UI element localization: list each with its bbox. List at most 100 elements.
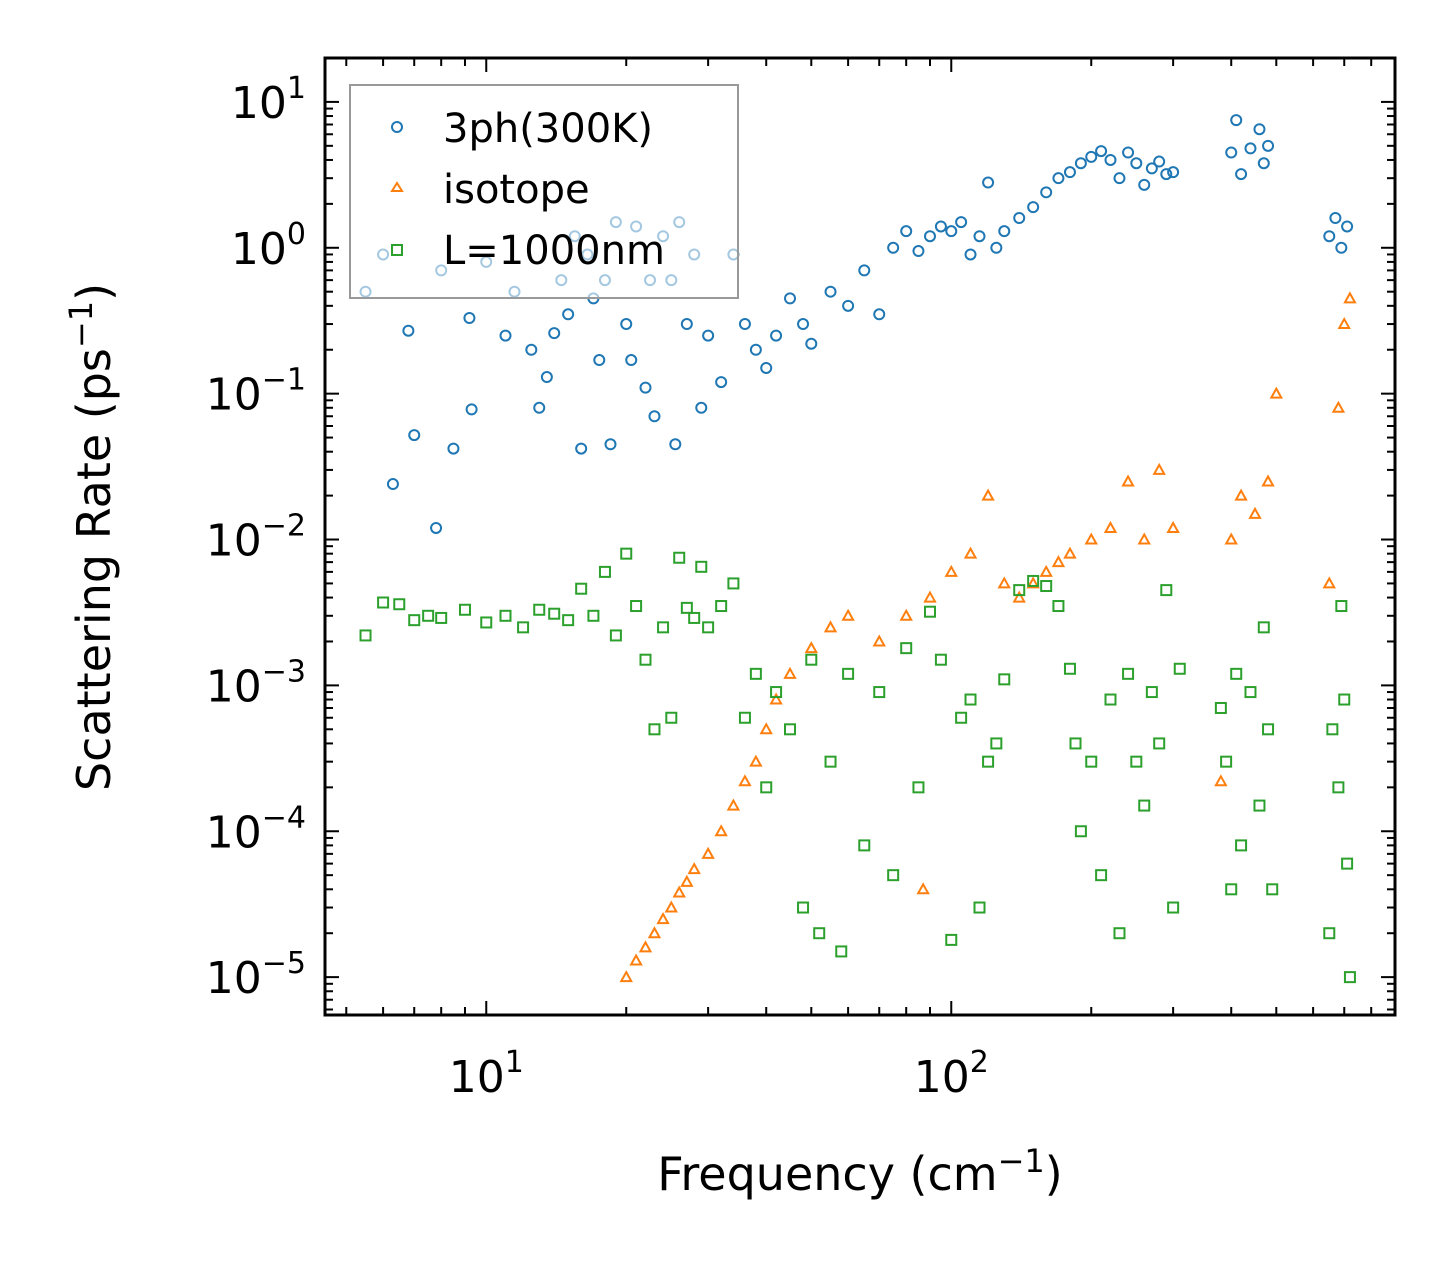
data-point bbox=[647, 926, 662, 939]
data-point bbox=[1113, 927, 1126, 940]
data-point bbox=[824, 285, 837, 298]
data-point bbox=[463, 312, 476, 325]
data-point bbox=[1167, 901, 1180, 914]
data-point bbox=[695, 401, 708, 414]
data-point bbox=[1095, 145, 1108, 158]
data-point bbox=[841, 608, 855, 621]
data-point bbox=[738, 774, 752, 787]
data-point bbox=[1235, 839, 1248, 852]
data-point bbox=[638, 940, 653, 953]
data-point bbox=[887, 869, 900, 882]
data-point bbox=[480, 616, 493, 629]
data-point bbox=[1214, 701, 1227, 714]
data-point bbox=[1224, 532, 1238, 545]
data-point bbox=[680, 601, 693, 614]
data-point bbox=[1069, 737, 1082, 750]
data-point bbox=[1138, 178, 1151, 191]
data-point bbox=[1338, 693, 1351, 706]
x-tick-label: 102 bbox=[914, 1045, 989, 1103]
data-point bbox=[981, 488, 995, 501]
data-point bbox=[1262, 723, 1275, 736]
data-point bbox=[945, 933, 958, 946]
data-point bbox=[923, 605, 936, 618]
data-point bbox=[797, 318, 810, 331]
legend: 3ph(300K) isotope L=1000nm bbox=[349, 84, 739, 299]
data-point bbox=[701, 846, 715, 859]
data-point bbox=[604, 438, 617, 451]
data-point bbox=[835, 945, 848, 958]
data-point bbox=[1153, 155, 1166, 168]
data-point bbox=[1257, 621, 1270, 634]
data-point bbox=[1244, 686, 1257, 699]
data-point bbox=[665, 711, 678, 724]
data-point bbox=[1234, 488, 1248, 501]
data-point bbox=[517, 621, 530, 634]
data-point bbox=[575, 442, 588, 455]
data-point bbox=[625, 354, 638, 367]
data-point bbox=[656, 912, 670, 925]
data-point bbox=[1145, 162, 1158, 175]
data-point bbox=[998, 673, 1011, 686]
data-point bbox=[648, 723, 661, 736]
data-point bbox=[1103, 520, 1118, 533]
data-point bbox=[1063, 546, 1077, 559]
legend-label-3ph: 3ph(300K) bbox=[443, 106, 653, 152]
data-point bbox=[1326, 723, 1339, 736]
data-point bbox=[672, 885, 686, 898]
y-tick-label: 10−1 bbox=[206, 363, 306, 421]
data-point bbox=[1013, 584, 1026, 597]
data-point bbox=[760, 781, 773, 794]
data-point bbox=[1262, 139, 1275, 152]
data-point bbox=[759, 722, 773, 735]
data-point bbox=[1040, 580, 1053, 593]
data-point bbox=[873, 686, 886, 699]
data-point bbox=[639, 381, 652, 394]
data-point bbox=[1051, 555, 1066, 568]
data-point bbox=[1122, 667, 1135, 680]
data-point bbox=[770, 686, 783, 699]
data-point bbox=[1322, 576, 1336, 589]
data-point bbox=[1074, 157, 1087, 170]
y-axis-label-end: ) bbox=[67, 283, 121, 301]
data-point bbox=[620, 318, 633, 331]
y-tick-label: 10−2 bbox=[206, 509, 306, 567]
data-point bbox=[648, 410, 661, 423]
data-point bbox=[587, 609, 600, 622]
data-point bbox=[1220, 755, 1233, 768]
y-tick-label: 101 bbox=[231, 71, 306, 129]
data-point bbox=[945, 225, 958, 238]
data-point bbox=[619, 970, 633, 983]
data-point bbox=[1026, 576, 1040, 589]
data-point bbox=[726, 798, 741, 811]
data-point bbox=[1253, 123, 1266, 136]
y-tick-label: 10−5 bbox=[206, 946, 306, 1004]
data-point bbox=[738, 711, 751, 724]
x-axis-label: Frequency (cm−1) bbox=[657, 1142, 1062, 1201]
y-axis-label-text: Scattering Rate (ps bbox=[67, 348, 121, 791]
data-point bbox=[1173, 662, 1186, 675]
legend-label-boundary: L=1000nm bbox=[443, 228, 665, 274]
data-point bbox=[1152, 462, 1166, 475]
data-point bbox=[1052, 600, 1065, 613]
data-point bbox=[964, 248, 977, 261]
data-point bbox=[499, 609, 512, 622]
data-point bbox=[1253, 799, 1266, 812]
x-axis-label-exp: −1 bbox=[998, 1142, 1045, 1180]
data-point bbox=[770, 329, 783, 342]
plot-frame bbox=[323, 56, 1397, 1017]
data-point bbox=[784, 292, 797, 305]
data-point bbox=[973, 230, 986, 243]
data-point bbox=[1225, 146, 1238, 159]
data-point bbox=[688, 611, 701, 624]
data-point bbox=[1323, 927, 1336, 940]
data-point bbox=[990, 241, 1003, 254]
data-point bbox=[900, 225, 913, 238]
data-point bbox=[1104, 693, 1117, 706]
data-point bbox=[702, 621, 715, 634]
data-marks bbox=[359, 114, 1357, 984]
data-point bbox=[1341, 220, 1354, 233]
data-point bbox=[842, 667, 855, 680]
data-point bbox=[1027, 574, 1040, 587]
data-point bbox=[1235, 168, 1248, 181]
